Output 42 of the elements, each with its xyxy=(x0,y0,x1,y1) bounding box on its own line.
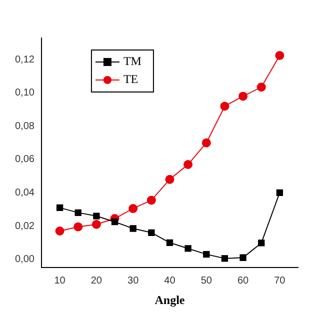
x-tick-label: 60 xyxy=(237,275,250,286)
point xyxy=(55,226,64,236)
point xyxy=(203,250,210,258)
point xyxy=(56,204,64,212)
point xyxy=(240,254,246,261)
point xyxy=(258,240,265,246)
point xyxy=(275,50,284,60)
point xyxy=(93,212,100,220)
point xyxy=(74,209,82,216)
x-tick-label: 10 xyxy=(54,275,66,286)
y-tick-label: 0,02 xyxy=(14,220,35,232)
y-tick-label: 0,00 xyxy=(14,254,35,266)
point xyxy=(146,196,156,205)
x-tick-label: 40 xyxy=(164,275,176,286)
point xyxy=(128,204,138,214)
y-tick-label: 0,06 xyxy=(14,154,35,166)
x-tick-label: 30 xyxy=(128,275,140,286)
x-axis-title: Angle xyxy=(154,292,186,307)
y-tick-label: 0,04 xyxy=(14,187,35,198)
point xyxy=(165,174,174,184)
point xyxy=(166,239,174,246)
point xyxy=(74,222,83,232)
point xyxy=(202,138,211,148)
x-tick-label: 20 xyxy=(90,275,102,286)
legend-label: TE xyxy=(123,72,138,86)
x-tick-label: 70 xyxy=(274,275,286,286)
point xyxy=(111,218,118,226)
point xyxy=(221,255,228,262)
point xyxy=(184,160,193,169)
point xyxy=(148,229,155,236)
y-tick-label: 0,12 xyxy=(14,54,35,66)
point xyxy=(276,189,284,196)
x-tick-label: 50 xyxy=(200,275,212,286)
point xyxy=(92,220,101,229)
point xyxy=(184,245,192,252)
point xyxy=(238,92,248,101)
point xyxy=(256,82,266,92)
y-tick-label: 0,10 xyxy=(14,88,35,99)
y-tick-label: 0,08 xyxy=(14,120,35,132)
point xyxy=(130,225,136,232)
point xyxy=(220,102,230,111)
legend-label: TM xyxy=(123,54,142,68)
